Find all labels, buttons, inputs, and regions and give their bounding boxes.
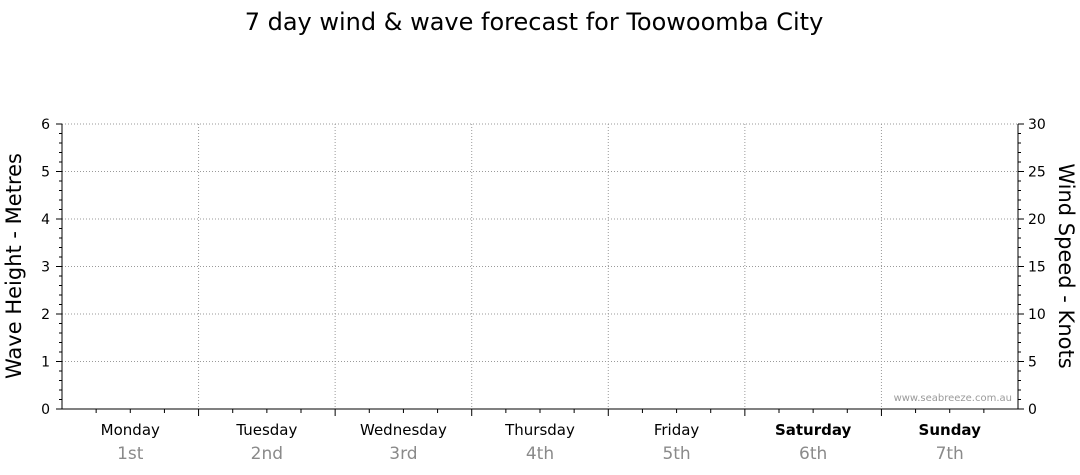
right-tick-label: 10 <box>1028 307 1046 323</box>
day-label: Thursday <box>504 421 575 439</box>
date-label: 3rd <box>389 444 417 464</box>
date-label: 1st <box>117 444 144 464</box>
left-axis-ticks: 0 1 2 3 4 5 6 <box>41 117 62 418</box>
day-label: Wednesday <box>360 421 447 439</box>
right-tick-label: 30 <box>1028 117 1046 133</box>
right-axis-ticks: 0 5 10 15 20 25 30 <box>1018 117 1046 418</box>
day-label: Saturday <box>775 421 852 439</box>
left-tick-label: 4 <box>41 212 50 228</box>
right-tick-label: 0 <box>1028 402 1037 418</box>
left-tick-label: 3 <box>41 260 50 276</box>
right-axis-title: Wind Speed - Knots <box>1054 163 1078 368</box>
left-tick-label: 5 <box>41 165 50 181</box>
left-axis-title: Wave Height - Metres <box>2 153 26 379</box>
date-label: 7th <box>936 444 964 464</box>
left-tick-label: 0 <box>41 402 50 418</box>
left-tick-label: 6 <box>41 117 50 133</box>
date-label: 5th <box>662 444 690 464</box>
right-tick-label: 25 <box>1028 165 1046 181</box>
left-tick-label: 2 <box>41 307 50 323</box>
left-tick-label: 1 <box>41 355 50 371</box>
date-label: 2nd <box>251 444 283 464</box>
right-tick-label: 5 <box>1028 355 1037 371</box>
day-label: Sunday <box>919 421 982 439</box>
day-label: Tuesday <box>235 421 297 439</box>
right-tick-label: 15 <box>1028 260 1046 276</box>
date-label: 4th <box>526 444 554 464</box>
right-tick-label: 20 <box>1028 212 1046 228</box>
x-axis-day-labels: Monday 1st Tuesday 2nd Wednesday 3rd Thursday 4… <box>95 409 985 464</box>
watermark-text: www.seabreeze.com.au <box>894 393 1012 404</box>
grid-lines <box>62 123 1018 409</box>
day-label: Monday <box>101 421 160 439</box>
date-label: 6th <box>799 444 827 464</box>
chart-title: 7 day wind & wave forecast for Toowoomba… <box>245 8 824 36</box>
day-label: Friday <box>654 421 700 439</box>
